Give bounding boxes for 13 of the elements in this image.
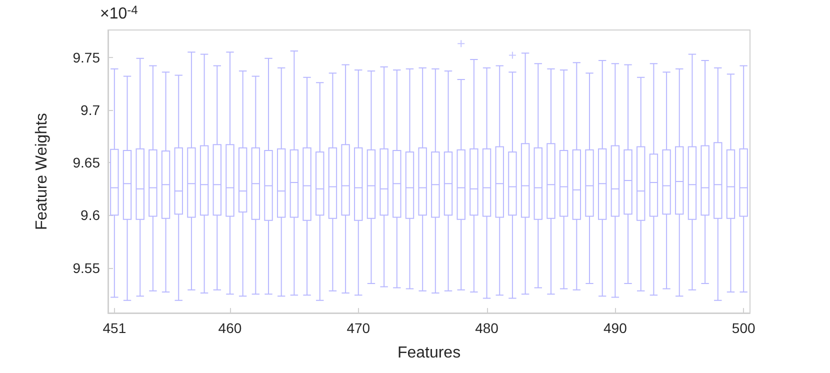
y-tick-label: 9.7: [80, 102, 100, 118]
y-tick-label: 9.65: [72, 154, 100, 171]
x-tick-label: 490: [604, 320, 628, 336]
x-tick-label: 451: [102, 320, 126, 336]
y-axis-title: Feature Weights: [34, 112, 50, 230]
x-tick-label: 500: [732, 320, 756, 336]
y-tick-label: 9.55: [72, 260, 100, 276]
y-tick-label: 9.6: [80, 207, 100, 224]
x-tick-label: 480: [475, 320, 499, 336]
y-tick-label: 9.75: [72, 49, 100, 66]
x-tick-label: 460: [218, 320, 242, 336]
x-tick-label: 470: [346, 320, 370, 336]
x-axis-title: Features: [397, 344, 461, 362]
